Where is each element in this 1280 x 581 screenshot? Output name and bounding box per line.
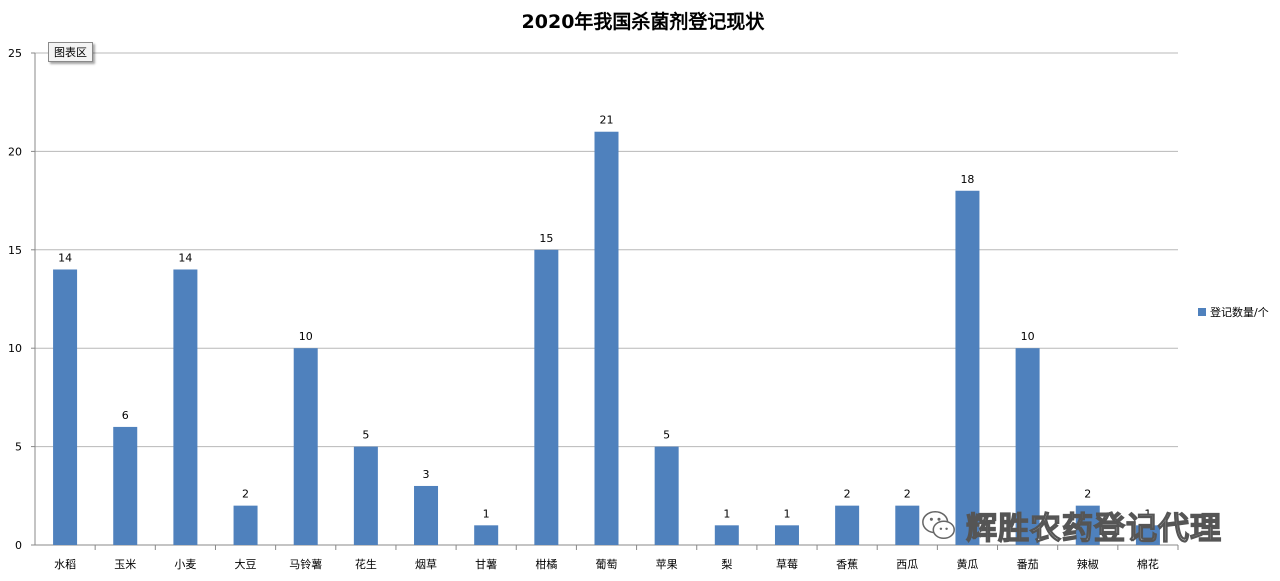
y-tick-label: 15 — [8, 244, 22, 257]
bar — [714, 525, 739, 545]
x-tick-label: 甘薯 — [475, 558, 497, 571]
data-label: 1 — [783, 507, 790, 520]
bar — [895, 505, 920, 545]
legend-swatch — [1198, 308, 1206, 316]
data-label: 21 — [600, 114, 614, 127]
data-label: 18 — [960, 173, 974, 186]
x-tick-label: 水稻 — [54, 558, 76, 571]
x-tick-label: 番茄 — [1017, 557, 1039, 571]
y-tick-label: 20 — [8, 145, 22, 158]
data-label: 2 — [904, 488, 911, 501]
bar — [113, 426, 138, 545]
bar — [293, 348, 318, 545]
x-tick-label: 苹果 — [656, 557, 678, 571]
data-label: 1 — [723, 507, 730, 520]
watermark: 辉胜农药登记代理 — [920, 500, 1250, 550]
chart-title: 2020年我国杀菌剂登记现状 — [522, 10, 766, 33]
data-label: 14 — [178, 251, 192, 264]
bar — [414, 485, 439, 545]
data-label: 10 — [1021, 330, 1035, 343]
bar — [474, 525, 499, 545]
data-label: 10 — [299, 330, 313, 343]
x-tick-label: 烟草 — [415, 557, 437, 571]
x-tick-label: 花生 — [355, 557, 377, 571]
bar — [594, 131, 619, 545]
x-axis: 水稻 玉米 小麦 大豆 马铃薯 花生 烟草 甘薯 柑橘 葡萄 苹果 梨 草莓 香蕉 西瓜 黄瓜 番茄 辣椒 棉花 — [54, 545, 1179, 571]
wechat-icon — [922, 510, 955, 540]
x-tick-label: 小麦 — [174, 558, 196, 571]
x-tick-label: 辣椒 — [1077, 557, 1099, 571]
legend: 登记数量/个 — [1198, 305, 1269, 319]
data-label: 3 — [423, 468, 430, 481]
bar — [774, 525, 799, 545]
x-tick-label: 柑橘 — [535, 557, 557, 571]
x-tick-label: 棉花 — [1137, 557, 1159, 571]
bar — [955, 190, 980, 545]
legend-label: 登记数量/个 — [1210, 305, 1269, 319]
bar — [233, 505, 258, 545]
watermark-text: 辉胜农药登记代理 — [965, 510, 1222, 547]
bar — [173, 269, 198, 545]
y-tick-label: 25 — [8, 47, 22, 60]
y-tick-label: 5 — [15, 441, 22, 454]
y-tick-label: 10 — [8, 342, 22, 355]
x-tick-label: 西瓜 — [896, 558, 918, 571]
data-label: 2 — [844, 488, 851, 501]
chart-area-tag: 图表区 — [48, 42, 93, 62]
data-label: 15 — [539, 232, 553, 245]
x-tick-label: 马铃薯 — [289, 557, 322, 571]
bar — [1015, 348, 1040, 545]
data-label: 2 — [1084, 488, 1091, 501]
data-label: 1 — [483, 507, 490, 520]
x-tick-label: 黄瓜 — [956, 557, 978, 571]
x-tick-label: 大豆 — [235, 557, 257, 571]
bar — [1135, 525, 1160, 545]
x-tick-label: 香蕉 — [836, 558, 858, 571]
data-label: 5 — [362, 429, 369, 442]
bar — [53, 269, 78, 545]
data-label: 5 — [663, 429, 670, 442]
bar — [654, 446, 679, 545]
bar — [534, 249, 559, 546]
data-label: 1 — [1144, 507, 1151, 520]
y-axis: 0 5 10 15 20 25 — [8, 47, 36, 552]
data-label: 14 — [58, 251, 72, 264]
bar — [835, 505, 860, 545]
x-tick-label: 玉米 — [114, 558, 136, 571]
y-tick-label: 0 — [15, 539, 22, 552]
x-tick-label: 梨 — [721, 557, 732, 571]
bar — [1075, 505, 1100, 545]
data-label: 6 — [122, 409, 129, 422]
x-tick-label: 葡萄 — [596, 558, 618, 571]
data-label: 2 — [242, 488, 249, 501]
bar — [353, 446, 378, 545]
x-tick-label: 草莓 — [776, 558, 798, 571]
